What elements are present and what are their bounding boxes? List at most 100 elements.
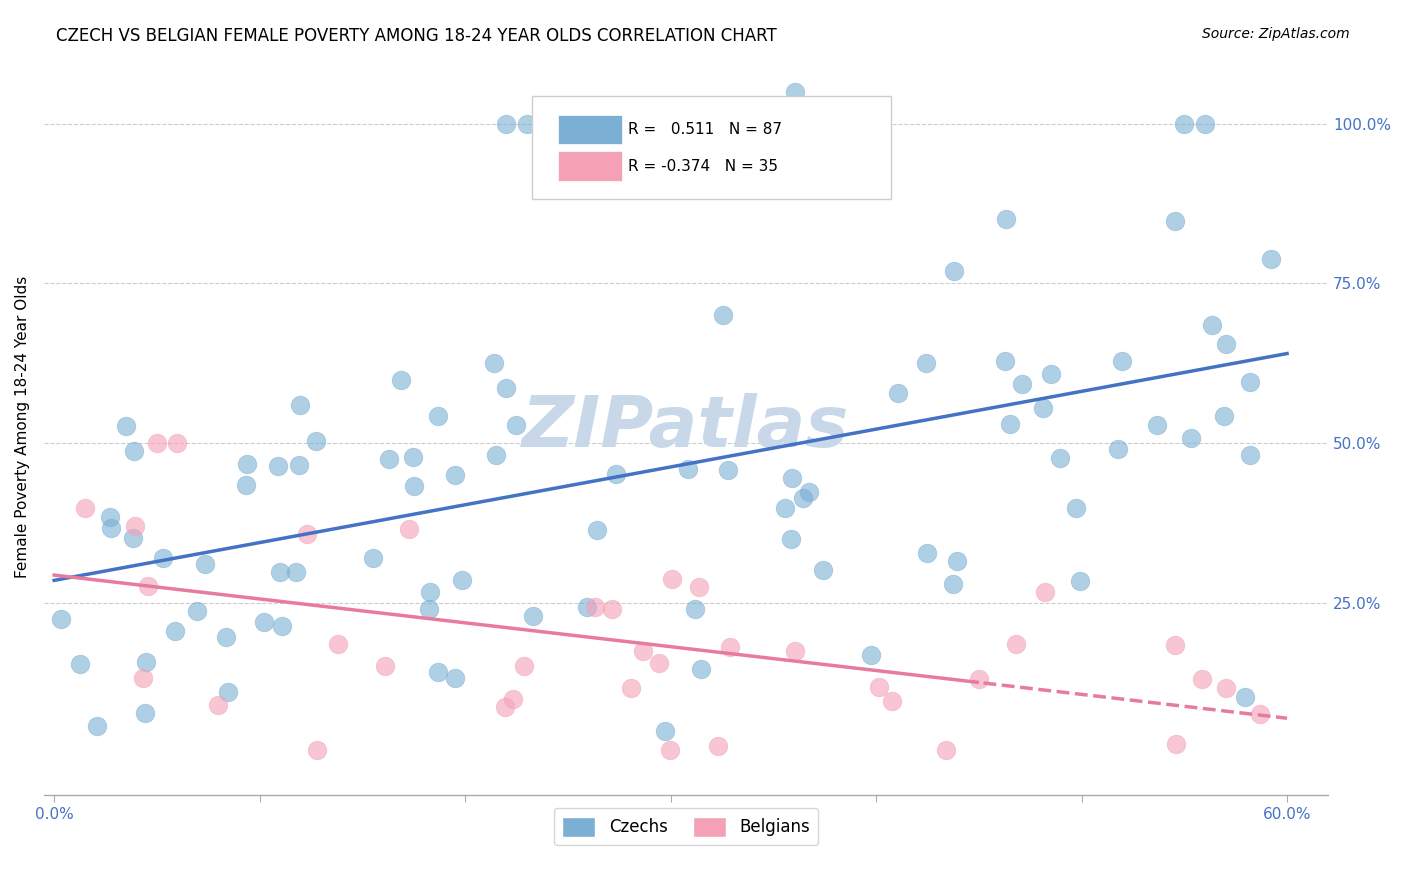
FancyBboxPatch shape <box>531 96 891 199</box>
Czechs <box>1146 418 1168 433</box>
Belgians <box>1191 672 1213 686</box>
Czechs <box>1239 376 1261 390</box>
Czechs <box>124 443 146 458</box>
Belgians <box>374 658 396 673</box>
Belgians <box>631 643 654 657</box>
Belgians <box>935 743 957 757</box>
Czechs <box>1011 376 1033 391</box>
Czechs <box>1201 318 1223 332</box>
Czechs <box>444 671 467 685</box>
Czechs <box>217 685 239 699</box>
Belgians <box>398 522 420 536</box>
Belgians <box>688 580 710 594</box>
Czechs <box>100 521 122 535</box>
Czechs <box>1239 448 1261 462</box>
Belgians <box>707 739 730 753</box>
Czechs <box>215 630 238 644</box>
Belgians <box>661 572 683 586</box>
Bar <box>558 152 621 181</box>
Czechs <box>654 723 676 738</box>
Czechs <box>284 566 307 580</box>
Czechs <box>522 609 544 624</box>
Czechs <box>1173 116 1195 130</box>
Belgians <box>868 680 890 694</box>
Czechs <box>575 599 598 614</box>
Czechs <box>1260 252 1282 267</box>
Czechs <box>915 546 938 560</box>
Czechs <box>1111 353 1133 368</box>
Belgians <box>1215 681 1237 695</box>
Czechs <box>361 550 384 565</box>
Czechs <box>269 566 291 580</box>
Bar <box>558 115 621 145</box>
Czechs <box>998 417 1021 431</box>
Czechs <box>942 577 965 591</box>
Czechs <box>482 356 505 370</box>
Belgians <box>136 579 159 593</box>
Belgians <box>659 743 682 757</box>
Czechs <box>98 509 121 524</box>
Czechs <box>271 619 294 633</box>
Czechs <box>792 491 814 505</box>
Belgians <box>502 691 524 706</box>
Czechs <box>797 484 820 499</box>
Czechs <box>377 451 399 466</box>
Czechs <box>994 353 1017 368</box>
Czechs <box>1233 690 1256 705</box>
Czechs <box>859 648 882 663</box>
Czechs <box>69 657 91 671</box>
Czechs <box>505 418 527 433</box>
Czechs <box>773 501 796 516</box>
Czechs <box>1049 451 1071 466</box>
Czechs <box>152 550 174 565</box>
Czechs <box>516 116 538 130</box>
Czechs <box>783 116 806 130</box>
Czechs <box>389 373 412 387</box>
Czechs <box>1215 337 1237 351</box>
Czechs <box>419 584 441 599</box>
Czechs <box>288 458 311 472</box>
Czechs <box>1213 409 1236 423</box>
Czechs <box>186 604 208 618</box>
Belgians <box>1004 637 1026 651</box>
Belgians <box>880 694 903 708</box>
Czechs <box>1039 368 1062 382</box>
Czechs <box>1064 500 1087 515</box>
Czechs <box>253 615 276 630</box>
Czechs <box>495 116 517 130</box>
Czechs <box>290 398 312 412</box>
Y-axis label: Female Poverty Among 18-24 Year Olds: Female Poverty Among 18-24 Year Olds <box>15 276 30 578</box>
Belgians <box>146 436 169 450</box>
Belgians <box>783 643 806 657</box>
Czechs <box>585 523 607 537</box>
Czechs <box>711 308 734 322</box>
Czechs <box>485 448 508 462</box>
Czechs <box>1032 401 1054 416</box>
Czechs <box>135 655 157 669</box>
Czechs <box>676 462 699 476</box>
Czechs <box>785 85 807 99</box>
Legend: Czechs, Belgians: Czechs, Belgians <box>554 808 818 846</box>
Belgians <box>718 640 741 655</box>
Czechs <box>426 409 449 423</box>
Czechs <box>1107 442 1129 456</box>
Czechs <box>717 463 740 477</box>
Czechs <box>235 478 257 492</box>
Czechs <box>121 531 143 545</box>
Czechs <box>495 381 517 395</box>
Czechs <box>685 602 707 616</box>
Czechs <box>1069 574 1091 589</box>
Czechs <box>49 611 72 625</box>
Czechs <box>780 532 803 546</box>
Text: CZECH VS BELGIAN FEMALE POVERTY AMONG 18-24 YEAR OLDS CORRELATION CHART: CZECH VS BELGIAN FEMALE POVERTY AMONG 18… <box>56 27 778 45</box>
Czechs <box>887 385 910 400</box>
Belgians <box>207 698 229 713</box>
Text: R =   0.511   N = 87: R = 0.511 N = 87 <box>628 122 782 137</box>
Czechs <box>402 450 425 465</box>
Czechs <box>605 467 627 482</box>
Text: R = -0.374   N = 35: R = -0.374 N = 35 <box>628 159 779 174</box>
Belgians <box>513 659 536 673</box>
Belgians <box>132 671 155 685</box>
Belgians <box>1033 585 1056 599</box>
Belgians <box>1164 638 1187 652</box>
